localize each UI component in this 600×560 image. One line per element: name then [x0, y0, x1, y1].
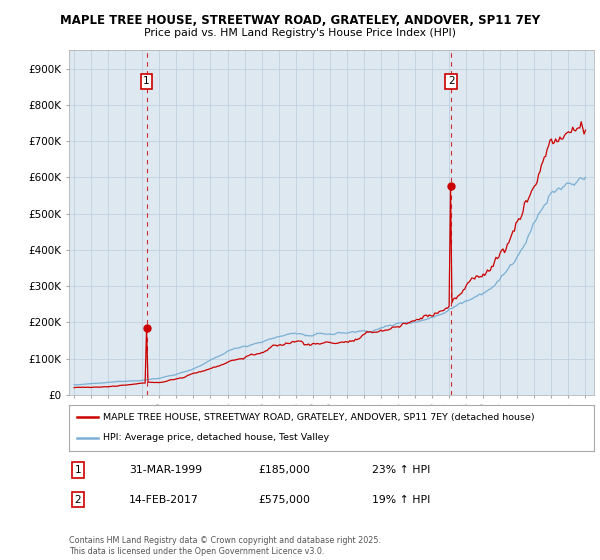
Text: Price paid vs. HM Land Registry's House Price Index (HPI): Price paid vs. HM Land Registry's House … — [144, 28, 456, 38]
Text: £575,000: £575,000 — [258, 494, 310, 505]
Text: £185,000: £185,000 — [258, 465, 310, 475]
Text: MAPLE TREE HOUSE, STREETWAY ROAD, GRATELEY, ANDOVER, SP11 7EY: MAPLE TREE HOUSE, STREETWAY ROAD, GRATEL… — [60, 14, 540, 27]
Text: MAPLE TREE HOUSE, STREETWAY ROAD, GRATELEY, ANDOVER, SP11 7EY (detached house): MAPLE TREE HOUSE, STREETWAY ROAD, GRATEL… — [103, 413, 535, 422]
Text: 31-MAR-1999: 31-MAR-1999 — [129, 465, 202, 475]
Text: 14-FEB-2017: 14-FEB-2017 — [129, 494, 199, 505]
Text: 19% ↑ HPI: 19% ↑ HPI — [372, 494, 430, 505]
Text: 1: 1 — [74, 465, 82, 475]
Text: 1: 1 — [143, 76, 150, 86]
Text: 2: 2 — [448, 76, 454, 86]
Text: 23% ↑ HPI: 23% ↑ HPI — [372, 465, 430, 475]
Text: 2: 2 — [74, 494, 82, 505]
Text: Contains HM Land Registry data © Crown copyright and database right 2025.
This d: Contains HM Land Registry data © Crown c… — [69, 536, 381, 556]
Text: HPI: Average price, detached house, Test Valley: HPI: Average price, detached house, Test… — [103, 433, 329, 442]
